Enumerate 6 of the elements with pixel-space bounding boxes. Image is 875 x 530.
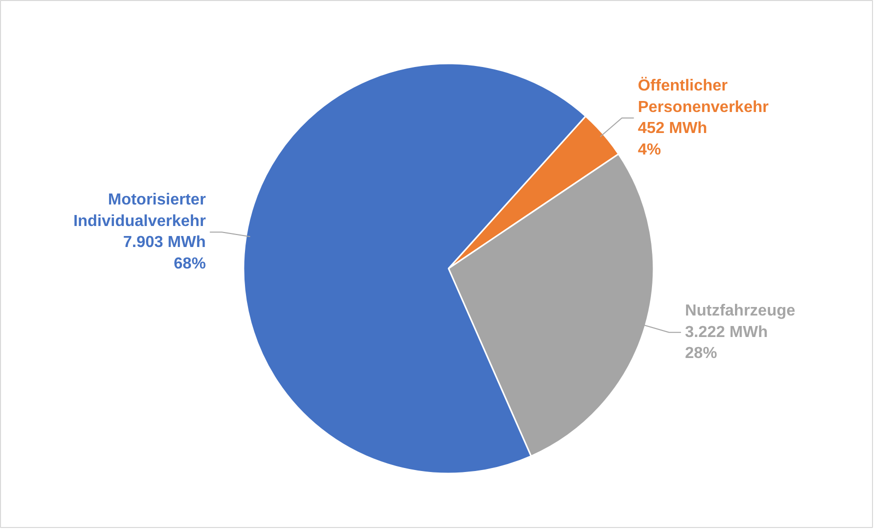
slice-label: Nutzfahrzeuge [685, 302, 796, 320]
slice-label: Motorisierter Individualverkehr [73, 192, 206, 230]
data-label: 3.222 MWh 28% [685, 324, 768, 362]
data-label: 452 MWh 4% [638, 120, 708, 158]
data-label: 7.903 MWh 68% [123, 234, 206, 272]
slice-label: Öffentlicher Personenverkehr [638, 76, 769, 116]
